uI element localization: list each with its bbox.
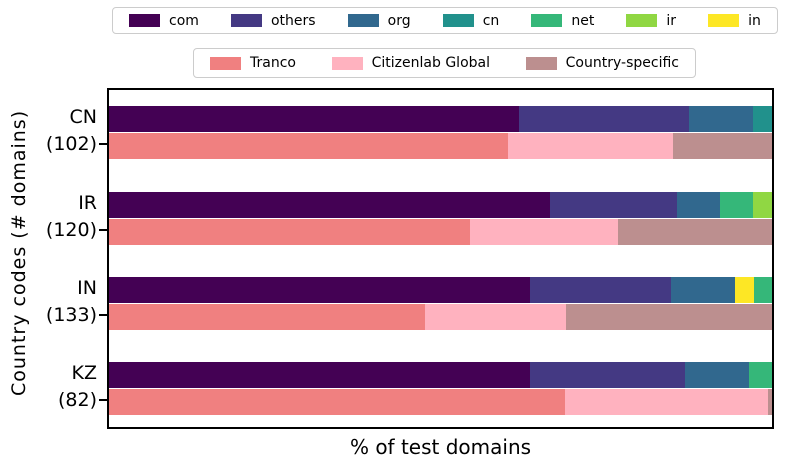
legend-lists-swatch-icon xyxy=(331,56,363,70)
legend-lists-entry-tranco: Tranco xyxy=(210,55,296,71)
y-tick-ir xyxy=(99,228,108,231)
legend-tld-swatch-icon xyxy=(442,14,474,27)
list-bar-cn xyxy=(109,133,772,159)
tld-bar-kz xyxy=(109,362,772,388)
legend-tld-swatch-icon xyxy=(230,14,262,27)
list-segment-country-specific xyxy=(768,389,772,415)
legend-lists: Tranco Citizenlab Global Country-specific xyxy=(193,48,696,78)
legend-tld-swatch-icon xyxy=(626,14,658,27)
y-tick-label-ir: IR (120) xyxy=(45,192,97,241)
list-segment-citizenlab-global xyxy=(508,133,673,159)
tld-segment-com xyxy=(109,106,519,132)
tld-segment-in xyxy=(734,277,755,303)
legend-tld-label: org xyxy=(387,12,411,29)
legend-tld-label: cn xyxy=(482,12,500,29)
legend-tld-swatch-icon xyxy=(531,14,563,27)
list-segment-country-specific xyxy=(565,304,772,330)
legend-tld-entry-net: net xyxy=(531,13,594,29)
tld-bar-cn xyxy=(109,106,772,132)
tld-bar-ir xyxy=(109,192,772,218)
legend-tld-swatch-icon xyxy=(708,14,740,27)
tld-segment-org xyxy=(689,106,753,132)
legend-tld-swatch-icon xyxy=(347,14,379,27)
tld-segment-others xyxy=(549,192,678,218)
list-segment-tranco xyxy=(109,389,566,415)
y-tick-label-kz: KZ (82) xyxy=(57,362,97,411)
y-tick-kz xyxy=(99,398,108,401)
list-bar-kz xyxy=(109,389,772,415)
tld-segment-com xyxy=(109,192,550,218)
legend-tld-label: ir xyxy=(666,12,677,29)
legend-tld-entry-in: in xyxy=(708,13,761,29)
tld-segment-others xyxy=(530,362,686,388)
tld-segment-net xyxy=(749,362,772,388)
y-tick-in xyxy=(99,313,108,316)
y-tick-cn xyxy=(99,142,108,145)
legend-tld-entry-cn: cn xyxy=(442,12,500,29)
legend-tld-swatch-icon xyxy=(129,14,160,27)
tld-segment-org xyxy=(685,362,750,388)
tld-segment-com xyxy=(109,362,530,388)
list-segment-tranco xyxy=(109,304,426,330)
legend-tld-entry-others: others xyxy=(230,12,316,29)
legend-tld-label: com xyxy=(169,12,199,29)
legend-lists-label: Tranco xyxy=(250,55,296,71)
legend-tld-label: others xyxy=(270,12,316,29)
legend-tld-label: in xyxy=(748,12,761,29)
y-tick-label-in: IN (133) xyxy=(45,277,97,326)
y-tick-label-cn: CN (102) xyxy=(45,106,97,155)
tld-segment-net xyxy=(720,192,753,218)
tld-segment-ir xyxy=(752,192,772,218)
legend-tld-entry-org: org xyxy=(347,12,411,29)
tld-segment-org xyxy=(670,277,735,303)
tld-segment-org xyxy=(677,192,721,218)
list-segment-citizenlab-global xyxy=(470,219,618,245)
legend-lists-swatch-icon xyxy=(210,56,241,70)
legend-tld-label: net xyxy=(571,12,595,29)
list-segment-country-specific xyxy=(672,133,772,159)
legend-lists-label: Country-specific xyxy=(565,55,679,71)
tld-segment-com xyxy=(109,277,530,303)
tld-segment-net xyxy=(754,277,772,303)
legend-tld-entry-ir: ir xyxy=(626,13,676,29)
x-axis-title: % of test domains xyxy=(349,435,532,459)
list-bar-ir xyxy=(109,219,772,245)
list-segment-tranco xyxy=(109,133,509,159)
plot-area xyxy=(107,88,774,429)
list-segment-citizenlab-global xyxy=(565,389,769,415)
tld-segment-cn xyxy=(752,106,772,132)
list-segment-country-specific xyxy=(617,219,772,245)
legend-lists-swatch-icon xyxy=(525,56,557,70)
legend-tld: com others org cn net ir in xyxy=(112,7,778,34)
legend-lists-entry-country-specific: Country-specific xyxy=(525,55,679,71)
tld-segment-others xyxy=(518,106,690,132)
list-segment-tranco xyxy=(109,219,471,245)
tld-bar-in xyxy=(109,277,772,303)
tld-segment-others xyxy=(530,277,671,303)
list-segment-citizenlab-global xyxy=(425,304,566,330)
legend-lists-label: Citizenlab Global xyxy=(371,55,490,71)
legend-lists-entry-citizenlab-global: Citizenlab Global xyxy=(331,55,490,71)
list-bar-in xyxy=(109,304,772,330)
legend-tld-entry-com: com xyxy=(129,13,199,29)
